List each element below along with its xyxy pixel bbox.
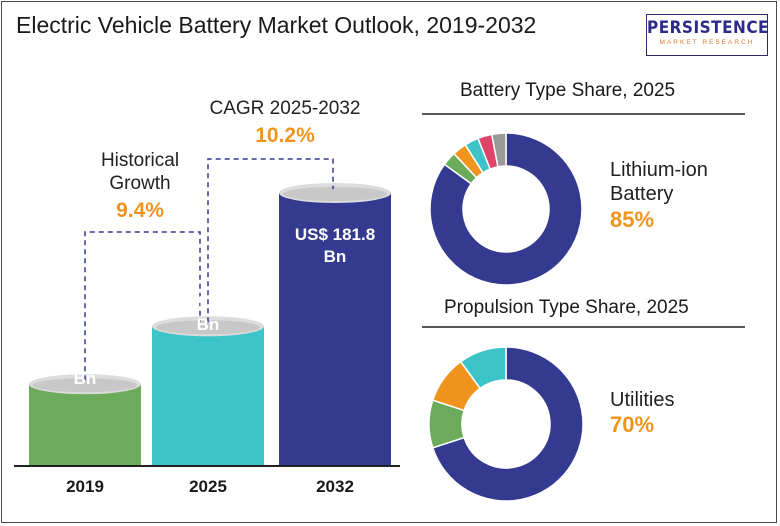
bar-value-unit-2019: Bn [73,369,97,389]
historical-label-line1: Historical [100,150,180,171]
bar-value-label-2032: US$ 181.8 Bn [278,224,392,268]
x-tick-label-2019: 2019 [66,477,104,496]
battery-highlight-line2: Battery [610,183,674,205]
propulsion-highlight-label: Utilities [610,388,674,412]
propulsion-type-title: Propulsion Type Share, 2025 [438,297,695,319]
bar-value-amount-2032: US$ 181.8 [294,225,376,244]
bar-2032 [279,193,391,465]
historical-value: 9.4% [116,199,164,222]
bar-value-label-2019: US$ 54.0 Bn [30,346,140,390]
battery-donut-slice-5 [490,132,507,168]
battery-highlight-label: Lithium-ion Battery [610,158,708,206]
battery-highlight-line1: Lithium-ion [610,159,708,181]
cagr-value: 10.2% [255,124,315,147]
historical-label-line2: Growth [109,173,171,194]
bar-2025 [152,326,264,465]
bar-value-unit-2032: Bn [323,247,347,267]
bar-top-inner-2019 [33,378,137,393]
battery-highlight-value: 85% [610,207,655,232]
cagr-connector [207,158,334,323]
battery-type-title: Battery Type Share, 2025 [454,80,682,102]
bar-top-inner-2032 [283,187,387,201]
propulsion-highlight-line1: Utilities [610,389,675,411]
page-title: Electric Vehicle Battery Market Outlook,… [16,12,537,38]
bar-2019 [29,384,141,465]
cagr-label: CAGR 2025-2032 [209,98,361,119]
propulsion-highlight-value: 70% [610,412,655,437]
company-logo: PERSISTENCE MARKET RESEARCH [646,14,770,56]
bar-top-inner-2025 [156,320,260,335]
bar-value-amount-2025: US$ 92.7 [172,293,244,312]
logo-sub-text: MARKET RESEARCH [659,39,755,46]
battery-donut-slice-0 [429,132,583,286]
propulsion-donut-slice-3 [459,346,507,390]
historical-connector [84,231,201,381]
bar-value-label-2025: US$ 92.7 Bn [152,292,264,336]
bar-value-amount-2019: US$ 54.0 [49,347,121,366]
x-tick-label-2025: 2025 [189,477,227,496]
propulsion-donut-slice-0 [431,346,584,502]
x-tick-label-2032: 2032 [316,477,354,496]
logo-main-text: PERSISTENCE [647,18,770,38]
bar-value-unit-2025: Bn [196,315,220,335]
